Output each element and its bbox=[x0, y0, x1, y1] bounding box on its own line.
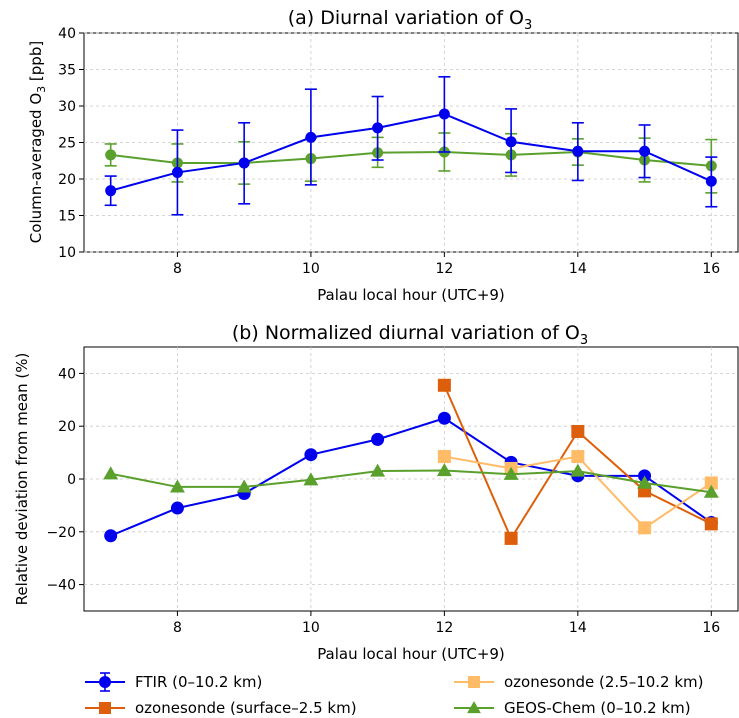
x-tick-label: 16 bbox=[702, 261, 720, 277]
data-point bbox=[103, 466, 119, 480]
data-point bbox=[436, 463, 452, 477]
data-point bbox=[303, 472, 319, 486]
series-line bbox=[110, 112, 712, 192]
data-point bbox=[437, 450, 451, 464]
data-point bbox=[705, 175, 717, 187]
legend-label: ozonesonde (2.5–10.2 km) bbox=[504, 673, 704, 691]
panel-a-ylabel: Column-averaged O3 [ppb] bbox=[27, 41, 48, 243]
data-point bbox=[437, 378, 451, 392]
data-point bbox=[170, 501, 184, 515]
data-point bbox=[638, 521, 652, 535]
x-tick-label: 10 bbox=[302, 261, 320, 277]
series-line bbox=[110, 417, 712, 537]
y-tick-label: 10 bbox=[58, 245, 76, 261]
y-tick-label: 25 bbox=[58, 136, 76, 152]
y-tick-label: 40 bbox=[58, 26, 76, 42]
legend-marker bbox=[99, 702, 111, 714]
legend-marker bbox=[467, 701, 481, 714]
y-tick-label: 20 bbox=[58, 419, 76, 435]
y-tick-label: 0 bbox=[67, 472, 76, 488]
data-point bbox=[570, 463, 586, 477]
panel-a-xlabel: Palau local hour (UTC+9) bbox=[317, 286, 505, 304]
data-point bbox=[503, 466, 519, 480]
panel-b-series bbox=[103, 378, 719, 545]
data-point bbox=[370, 463, 386, 477]
x-tick-label: 8 bbox=[173, 620, 182, 636]
legend-entry: ozonesonde (surface–2.5 km) bbox=[85, 699, 357, 717]
panel-a-ticks: 8 10 12 14 16 10 15 20 25 30 35 40 bbox=[58, 26, 720, 277]
legend-marker bbox=[468, 676, 480, 688]
y-tick-label: 40 bbox=[58, 366, 76, 382]
data-point bbox=[572, 145, 584, 157]
y-tick-label: 15 bbox=[58, 209, 76, 225]
series-sonde_upper bbox=[437, 450, 718, 535]
legend-marker bbox=[99, 676, 111, 688]
panel-b-grid bbox=[84, 347, 738, 611]
data-point bbox=[236, 479, 252, 493]
series-ftir bbox=[104, 411, 718, 543]
panel-b: (b) Normalized diurnal variation of O3 8… bbox=[13, 322, 739, 663]
panel-a-title: (a) Diurnal variation of O3 bbox=[288, 7, 533, 33]
data-point bbox=[305, 131, 317, 143]
series-geos bbox=[104, 132, 718, 194]
panel-b-xlabel: Palau local hour (UTC+9) bbox=[317, 645, 505, 663]
series-line bbox=[110, 469, 712, 494]
data-point bbox=[304, 448, 318, 462]
x-tick-label: 14 bbox=[569, 261, 587, 277]
data-point bbox=[504, 531, 518, 545]
data-point bbox=[372, 122, 384, 134]
data-point bbox=[104, 529, 118, 543]
legend-label: FTIR (0–10.2 km) bbox=[135, 673, 262, 691]
data-point bbox=[171, 166, 183, 178]
legend-entry: GEOS-Chem (0–10.2 km) bbox=[454, 699, 691, 717]
panel-a: (a) Diurnal variation of O3 8 10 12 14 16 10 1… bbox=[27, 7, 739, 304]
x-tick-label: 12 bbox=[435, 620, 453, 636]
data-point bbox=[704, 517, 718, 531]
data-point bbox=[105, 185, 117, 197]
data-point bbox=[505, 136, 517, 148]
x-tick-label: 10 bbox=[302, 620, 320, 636]
x-tick-label: 8 bbox=[173, 261, 182, 277]
panel-b-title: (b) Normalized diurnal variation of O3 bbox=[232, 322, 588, 348]
data-point bbox=[371, 432, 385, 446]
data-point bbox=[637, 475, 653, 489]
x-tick-label: 12 bbox=[435, 261, 453, 277]
y-tick-label: −40 bbox=[46, 578, 76, 594]
panel-a-series bbox=[104, 76, 718, 216]
series-line bbox=[110, 150, 712, 167]
data-point bbox=[169, 479, 185, 493]
data-point bbox=[437, 411, 451, 425]
panel-a-grid bbox=[84, 32, 738, 253]
data-point bbox=[639, 145, 651, 157]
data-point bbox=[704, 476, 718, 490]
legend-entry: ozonesonde (2.5–10.2 km) bbox=[454, 673, 704, 691]
data-point bbox=[703, 484, 719, 498]
panel-b-ylabel: Relative deviation from mean (%) bbox=[13, 353, 31, 606]
data-point bbox=[571, 424, 585, 438]
x-tick-label: 16 bbox=[702, 620, 720, 636]
legend-label: ozonesonde (surface–2.5 km) bbox=[135, 699, 357, 717]
legend-entry: FTIR (0–10.2 km) bbox=[85, 672, 262, 692]
y-tick-label: 20 bbox=[58, 172, 76, 188]
data-point bbox=[438, 108, 450, 120]
data-point bbox=[571, 450, 585, 464]
y-tick-label: 35 bbox=[58, 63, 76, 79]
data-point bbox=[105, 149, 117, 161]
panel-b-ticks: 8 10 12 14 16 −40 −20 0 20 40 bbox=[46, 366, 720, 636]
x-tick-label: 14 bbox=[569, 620, 587, 636]
series-ftir bbox=[104, 76, 718, 216]
series-geos bbox=[103, 463, 719, 498]
y-tick-label: 30 bbox=[58, 99, 76, 115]
legend-label: GEOS-Chem (0–10.2 km) bbox=[504, 699, 691, 717]
legend: FTIR (0–10.2 km) ozonesonde (surface–2.5 … bbox=[85, 672, 704, 717]
data-point bbox=[238, 157, 250, 169]
y-tick-label: −20 bbox=[46, 525, 76, 541]
